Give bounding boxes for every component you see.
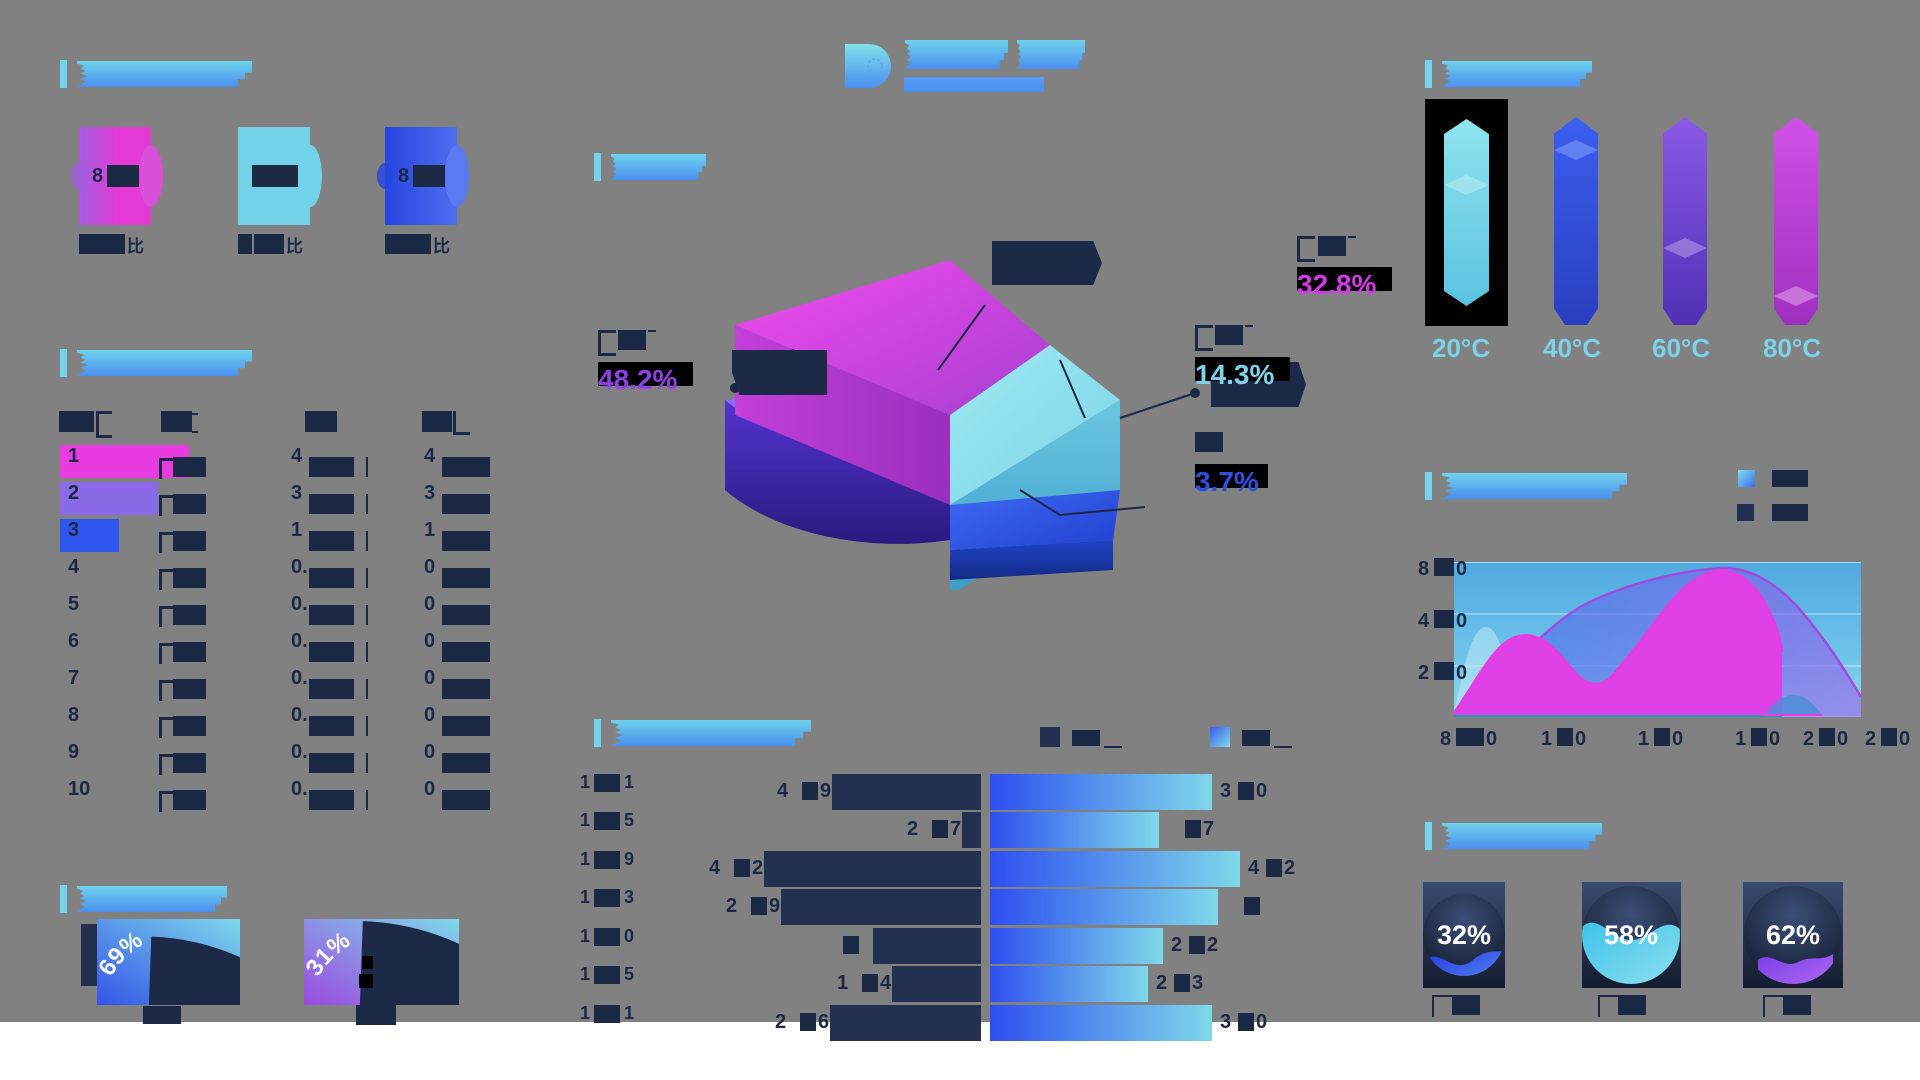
- svg-text:32%: 32%: [1437, 920, 1491, 950]
- svg-text:58%: 58%: [1604, 920, 1658, 950]
- svg-text:62%: 62%: [1766, 920, 1820, 950]
